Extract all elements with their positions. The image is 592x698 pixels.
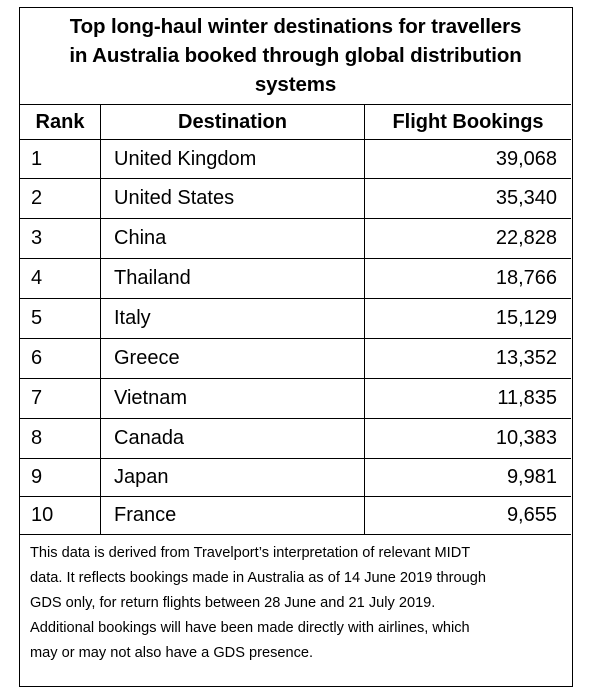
bookings-cell: 22,828 <box>495 227 557 249</box>
bookings-cell: 9,655 <box>506 504 557 526</box>
rank-cell: 10 <box>20 497 101 534</box>
bookings-cell: 18,766 <box>495 267 557 289</box>
bookings-cell: 39,068 <box>495 147 557 170</box>
table-row: 3 China 22,828 <box>20 219 571 259</box>
destination-cell: Thailand <box>101 259 365 298</box>
bookings-cell: 35,340 <box>495 187 557 209</box>
rank-cell: 1 <box>20 140 101 178</box>
rank-cell: 3 <box>20 219 101 258</box>
table-row: 9 Japan 9,981 <box>20 459 571 497</box>
column-header-destination: Destination <box>101 105 365 139</box>
rank-cell: 7 <box>20 379 101 418</box>
destination-cell: Italy <box>101 299 365 338</box>
header-row: Rank Destination Flight Bookings <box>20 105 571 140</box>
destination-cell: France <box>101 497 365 534</box>
table-row: 7 Vietnam 11,835 <box>20 379 571 419</box>
table-row: 6 Greece 13,352 <box>20 339 571 379</box>
table-row: 8 Canada 10,383 <box>20 419 571 459</box>
destinations-table: Top long-haul winter destinations for tr… <box>19 7 573 687</box>
destination-cell: Japan <box>101 459 365 496</box>
destination-cell: Canada <box>101 419 365 458</box>
rank-cell: 4 <box>20 259 101 298</box>
column-header-rank: Rank <box>20 105 101 139</box>
destination-cell: Greece <box>101 339 365 378</box>
column-header-flight-bookings: Flight Bookings <box>392 110 544 133</box>
table-row: 5 Italy 15,129 <box>20 299 571 339</box>
destination-cell: United Kingdom <box>101 140 365 178</box>
title-line: in Australia booked through global distr… <box>69 44 522 67</box>
bookings-cell: 9,981 <box>506 466 557 488</box>
rank-cell: 2 <box>20 179 101 218</box>
table-row: 2 United States 35,340 <box>20 179 571 219</box>
table-row: 4 Thailand 18,766 <box>20 259 571 299</box>
table-row: 10 France 9,655 <box>20 497 571 535</box>
rank-cell: 9 <box>20 459 101 496</box>
title-line: systems <box>254 73 337 96</box>
destination-cell: Vietnam <box>101 379 365 418</box>
destination-cell: United States <box>101 179 365 218</box>
bookings-cell: 10,383 <box>495 427 557 449</box>
rank-cell: 6 <box>20 339 101 378</box>
rank-cell: 5 <box>20 299 101 338</box>
footnote-line: This data is derived from Travelport’s i… <box>30 545 471 561</box>
table-title: Top long-haul winter destinations for tr… <box>20 8 571 105</box>
title-line: Top long-haul winter destinations for tr… <box>69 15 522 38</box>
footnote-line: Additional bookings will have been made … <box>30 620 470 636</box>
bookings-cell: 11,835 <box>497 387 557 409</box>
destination-cell: China <box>101 219 365 258</box>
footnote-line: GDS only, for return flights between 28 … <box>30 595 436 611</box>
rank-cell: 8 <box>20 419 101 458</box>
table-row: 1 United Kingdom 39,068 <box>20 140 571 179</box>
footnote: This data is derived from Travelport’s i… <box>20 535 571 666</box>
bookings-cell: 13,352 <box>495 347 557 369</box>
bookings-cell: 15,129 <box>495 307 557 329</box>
footnote-line: may or may not also have a GDS presence. <box>30 645 314 661</box>
footnote-line: data. It reflects bookings made in Austr… <box>30 570 486 586</box>
